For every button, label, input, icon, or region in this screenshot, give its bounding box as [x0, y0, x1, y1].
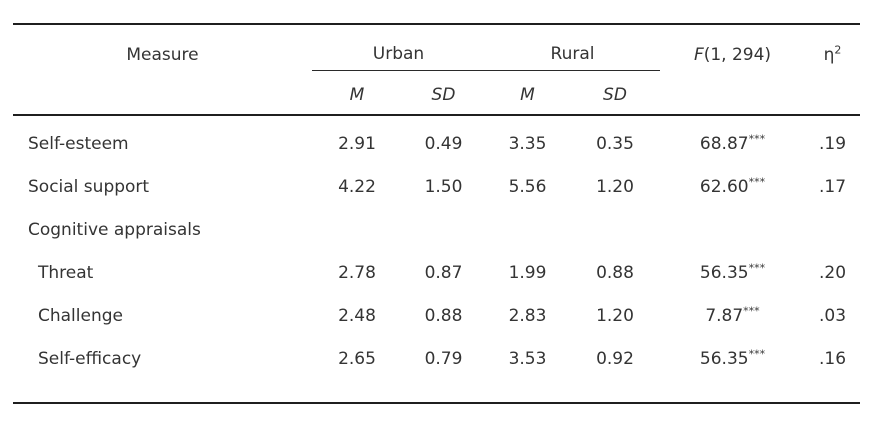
f-value: 56.35*** [660, 260, 805, 283]
table-row-social-support: Social support 4.22 1.50 5.56 1.20 62.60… [13, 165, 860, 208]
f-number: 56.35 [699, 262, 749, 283]
eta-symbol: η [823, 45, 835, 65]
eta-squared-value: .19 [818, 133, 847, 154]
rural-sd-value: 1.20 [596, 176, 634, 197]
f-number: 56.35 [699, 348, 749, 369]
table-row-threat: Threat 2.78 0.87 1.99 0.88 56.35*** .20 [13, 251, 860, 294]
column-header-rural-mean: M [520, 85, 535, 105]
header-row-statistics: M SD M SD [13, 71, 860, 114]
rural-mean-value: 5.56 [508, 176, 547, 197]
significance-asterisks: *** [748, 174, 766, 188]
f-value: 68.87*** [660, 131, 805, 154]
f-number: 68.87 [699, 133, 749, 154]
table-row-self-esteem: Self-esteem 2.91 0.49 3.35 0.35 68.87***… [13, 122, 860, 165]
rural-mean-value: 3.35 [508, 133, 547, 154]
table-row-challenge: Challenge 2.48 0.88 2.83 1.20 7.87*** .0… [13, 294, 860, 337]
table-header: Measure Urban Rural F(1, 294) η2 M SD M … [13, 25, 860, 116]
urban-sd-value: 0.79 [424, 348, 463, 369]
column-header-urban-sd: SD [431, 85, 456, 105]
urban-sd-value: 0.87 [424, 262, 463, 283]
eta-squared-value: .17 [818, 176, 847, 197]
f-symbol: F [693, 45, 704, 65]
eta-squared-value: .16 [818, 348, 847, 369]
section-label: Cognitive appraisals [28, 219, 201, 240]
rural-sd-value: 0.88 [596, 262, 634, 283]
column-header-eta-squared: η2 [805, 43, 860, 71]
rural-mean-value: 1.99 [508, 262, 547, 283]
column-header-rural-sd: SD [603, 85, 627, 105]
f-value: 7.87*** [660, 303, 805, 326]
f-value: 56.35*** [660, 346, 805, 369]
column-header-measure: Measure [126, 45, 199, 65]
rural-sd-value: 0.92 [596, 348, 634, 369]
urban-sd-value: 0.88 [424, 305, 463, 326]
f-number: 62.60 [699, 176, 749, 197]
eta-exponent: 2 [834, 43, 842, 57]
column-group-rural: Rural [485, 44, 660, 71]
f-degrees-of-freedom: (1, 294) [703, 45, 772, 65]
rural-mean-value: 3.53 [508, 348, 547, 369]
anova-results-table: Measure Urban Rural F(1, 294) η2 M SD M … [13, 23, 860, 404]
row-label: Threat [38, 262, 94, 283]
urban-mean-value: 4.22 [338, 176, 376, 197]
f-value: 62.60*** [660, 174, 805, 197]
row-label: Challenge [38, 305, 123, 326]
table-row-cognitive-appraisals-section: Cognitive appraisals [13, 208, 860, 251]
significance-asterisks: *** [743, 303, 760, 317]
table-row-self-efficacy: Self-efficacy 2.65 0.79 3.53 0.92 56.35*… [13, 337, 860, 380]
significance-asterisks: *** [748, 260, 766, 274]
rural-mean-value: 2.83 [508, 305, 547, 326]
eta-squared-value: .03 [818, 305, 847, 326]
eta-squared-value: .20 [818, 262, 847, 283]
urban-sd-value: 0.49 [424, 133, 463, 154]
significance-asterisks: *** [748, 346, 766, 360]
rural-sd-value: 0.35 [596, 133, 634, 154]
urban-sd-value: 1.50 [424, 176, 463, 197]
column-group-urban: Urban [312, 44, 485, 71]
row-label: Social support [28, 176, 150, 197]
f-number: 7.87 [705, 305, 744, 326]
urban-mean-value: 2.91 [338, 133, 376, 154]
urban-mean-value: 2.65 [338, 348, 376, 369]
row-label: Self-esteem [28, 133, 129, 154]
rural-sd-value: 1.20 [596, 305, 634, 326]
column-header-f-statistic: F(1, 294) [660, 45, 805, 71]
urban-mean-value: 2.78 [338, 262, 376, 283]
significance-asterisks: *** [748, 131, 766, 145]
column-header-urban-mean: M [349, 85, 365, 105]
header-row-groups: Measure Urban Rural F(1, 294) η2 [13, 25, 860, 71]
urban-mean-value: 2.48 [338, 305, 376, 326]
row-label: Self-efficacy [38, 348, 142, 369]
table-body: Self-esteem 2.91 0.49 3.35 0.35 68.87***… [13, 116, 860, 402]
